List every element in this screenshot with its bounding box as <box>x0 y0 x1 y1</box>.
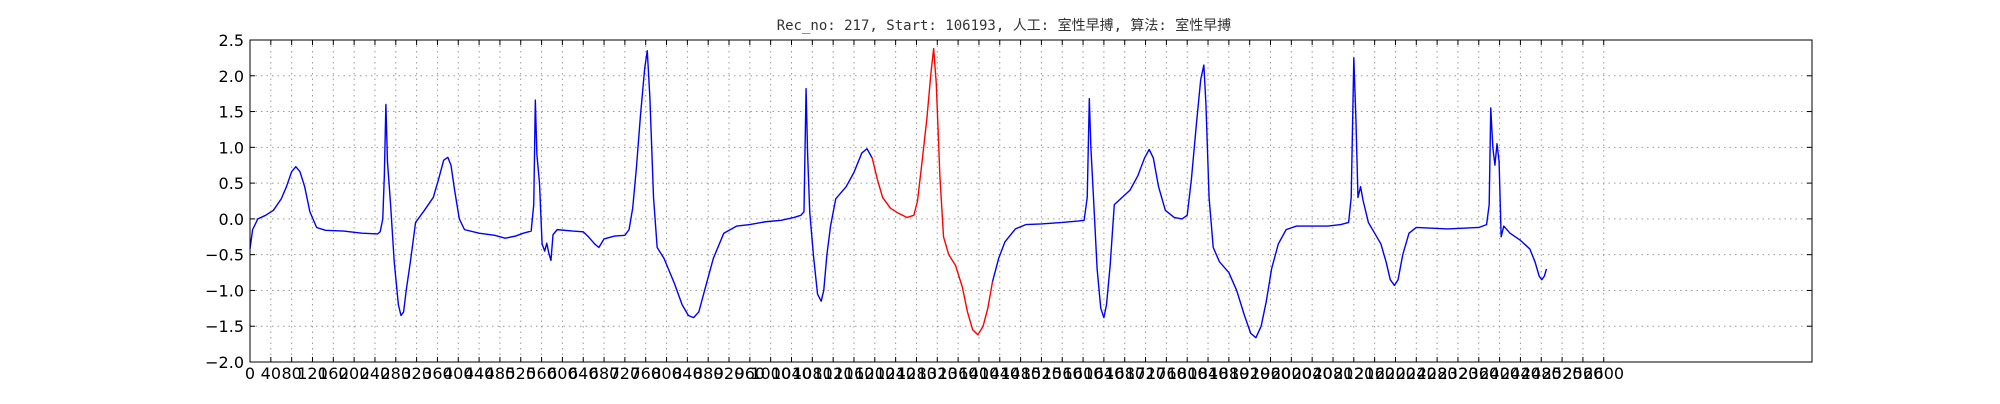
x-tick-label: 1680 <box>1104 364 1145 383</box>
ecg-series-segment-2 <box>871 47 994 336</box>
y-tick-label: 2.5 <box>219 31 244 50</box>
axis-layer: −2.0−1.5−1.0−0.50.00.51.01.52.02.50 40 801… <box>205 31 1812 383</box>
x-tick-label: 1000 <box>750 364 791 383</box>
x-tick-label: 1760 <box>1146 364 1187 383</box>
x-tick-label: 2000 <box>1271 364 1312 383</box>
x-tick-label: 400 <box>443 364 474 383</box>
x-tick-label: 1720 <box>1125 364 1166 383</box>
x-tick-label: 80 <box>281 364 301 383</box>
x-tick-label: 2200 <box>1375 364 1416 383</box>
x-tick-label: 1840 <box>1188 364 1229 383</box>
grid-layer <box>250 39 1812 363</box>
x-tick-label: 2240 <box>1396 364 1437 383</box>
x-tick-label: 440 <box>464 364 495 383</box>
x-tick-label: 2600 <box>1583 364 1624 383</box>
x-tick-label: 2520 <box>1542 364 1583 383</box>
x-tick-label: 1560 <box>1042 364 1083 383</box>
x-tick-label: 1800 <box>1167 364 1208 383</box>
x-tick-label: 360 <box>422 364 453 383</box>
x-tick-label: 1600 <box>1063 364 1104 383</box>
series-layer <box>249 47 1548 339</box>
x-tick-label: 2040 <box>1292 364 1333 383</box>
x-tick-label: 2280 <box>1417 364 1458 383</box>
x-tick-label: 1280 <box>896 364 937 383</box>
y-tick-label: 1.0 <box>219 138 244 157</box>
x-tick-label: 1040 <box>771 364 812 383</box>
x-tick-label: 560 <box>526 364 557 383</box>
x-tick-label: 2160 <box>1354 364 1395 383</box>
chart-title: Rec_no: 217, Start: 106193, 人工: 室性早搏, 算法… <box>777 17 1232 34</box>
y-tick-label: −1.0 <box>205 281 244 300</box>
x-tick-label: 1480 <box>1000 364 1041 383</box>
y-tick-label: −0.5 <box>205 246 244 265</box>
x-tick-label: 1880 <box>1208 364 1249 383</box>
y-tick-label: −1.5 <box>205 317 244 336</box>
x-tick-label: 120 <box>297 364 328 383</box>
y-tick-label: 1.5 <box>219 103 244 122</box>
x-tick-label: 800 <box>651 364 682 383</box>
x-tick-label: 1080 <box>792 364 833 383</box>
x-tick-label: 40 <box>261 364 281 383</box>
x-tick-label: 680 <box>589 364 620 383</box>
x-tick-label: 2400 <box>1479 364 1520 383</box>
x-tick-label: 2480 <box>1521 364 1562 383</box>
x-tick-label: 320 <box>401 364 432 383</box>
x-tick-label: 600 <box>547 364 578 383</box>
x-tick-label: 160 <box>318 364 349 383</box>
y-tick-label: −2.0 <box>205 353 244 372</box>
x-tick-label: 2440 <box>1500 364 1541 383</box>
x-tick-label: 1120 <box>813 364 854 383</box>
x-tick-label: 2120 <box>1333 364 1374 383</box>
x-tick-label: 720 <box>610 364 641 383</box>
x-tick-label: 2080 <box>1313 364 1354 383</box>
x-tick-label: 1960 <box>1250 364 1291 383</box>
ecg-series-segment-1 <box>249 50 873 319</box>
x-tick-label: 760 <box>630 364 661 383</box>
x-tick-label: 2320 <box>1438 364 1479 383</box>
y-tick-label: 0.5 <box>219 174 244 193</box>
x-tick-label: 0 <box>245 364 255 383</box>
x-tick-label: 480 <box>485 364 516 383</box>
x-tick-label: 960 <box>735 364 766 383</box>
x-tick-label: 1640 <box>1084 364 1125 383</box>
x-tick-label: 1920 <box>1229 364 1270 383</box>
x-tick-label: 1520 <box>1021 364 1062 383</box>
y-tick-label: 2.0 <box>219 67 244 86</box>
x-tick-label: 1320 <box>917 364 958 383</box>
x-tick-label: 520 <box>505 364 536 383</box>
x-tick-label: 1160 <box>834 364 875 383</box>
x-tick-label: 1400 <box>959 364 1000 383</box>
x-tick-label: 280 <box>381 364 412 383</box>
x-tick-label: 920 <box>714 364 745 383</box>
x-tick-label: 2360 <box>1458 364 1499 383</box>
x-tick-label: 200 <box>339 364 370 383</box>
x-tick-label: 880 <box>693 364 724 383</box>
x-tick-label: 1360 <box>938 364 979 383</box>
plot-area-frame <box>249 39 1813 363</box>
x-tick-label: 1240 <box>875 364 916 383</box>
x-tick-label: 2560 <box>1563 364 1604 383</box>
x-tick-label: 240 <box>360 364 391 383</box>
x-tick-label: 1440 <box>979 364 1020 383</box>
x-tick-label: 640 <box>568 364 599 383</box>
x-tick-label: 840 <box>672 364 703 383</box>
ecg-series-segment-3 <box>991 57 1548 339</box>
x-tick-label: 1200 <box>854 364 895 383</box>
y-tick-label: 0.0 <box>219 210 244 229</box>
